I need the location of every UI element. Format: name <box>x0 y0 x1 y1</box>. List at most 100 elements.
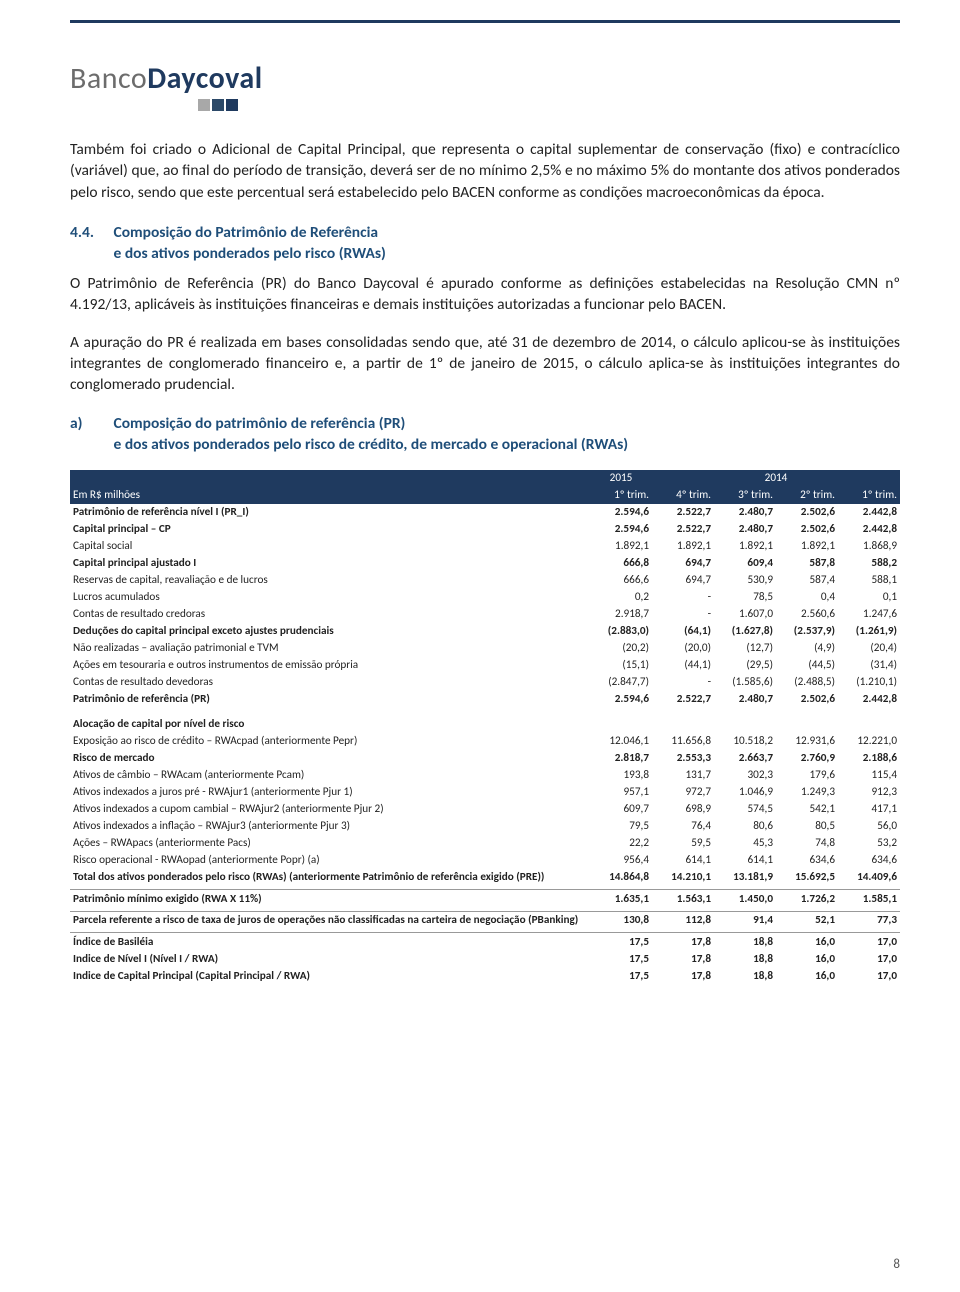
table-row: Capital principal ajustado I666,8694,760… <box>70 555 900 572</box>
cell-value: 80,5 <box>776 818 838 835</box>
cell-value: 2.760,9 <box>776 750 838 767</box>
table-unit: Em R$ milhões <box>70 487 590 504</box>
cell-value: 18,8 <box>714 967 776 984</box>
cell-value: (44,1) <box>652 657 714 674</box>
table-row: Parcela referente a risco de taxa de jur… <box>70 911 900 929</box>
cell-value: 12.046,1 <box>590 733 652 750</box>
cell-value <box>652 716 714 733</box>
row-label: Contas de resultado credoras <box>70 606 590 623</box>
cell-value: 2.560,6 <box>776 606 838 623</box>
cell-value: 52,1 <box>776 911 838 929</box>
cell-value: 2.480,7 <box>714 521 776 538</box>
table-row: Ativos indexados a inflação – RWAjur3 (a… <box>70 818 900 835</box>
subsection-title-l1: Composição do patrimônio de referência (… <box>114 414 406 433</box>
cell-value: 45,3 <box>714 835 776 852</box>
page-number: 8 <box>893 1257 900 1272</box>
cell-value: 0,1 <box>838 589 900 606</box>
cell-value: 614,1 <box>714 852 776 869</box>
table-row: Alocação de capital por nível de risco <box>70 716 900 733</box>
cell-value: 2.918,7 <box>590 606 652 623</box>
cell-value: 2.553,3 <box>652 750 714 767</box>
cell-value: (2.488,5) <box>776 674 838 691</box>
table-row: Exposição ao risco de crédito – RWAcpad … <box>70 733 900 750</box>
cell-value: 17,8 <box>652 950 714 967</box>
cell-value: 2.594,6 <box>590 521 652 538</box>
row-label: Capital principal ajustado I <box>70 555 590 572</box>
cell-value: 1.635,1 <box>590 890 652 908</box>
table-row: Não realizadas – avaliação patrimonial e… <box>70 640 900 657</box>
cell-value: 17,5 <box>590 967 652 984</box>
cell-value: 53,2 <box>838 835 900 852</box>
cell-value: (29,5) <box>714 657 776 674</box>
cell-value: 74,8 <box>776 835 838 852</box>
cell-value: (2.883,0) <box>590 623 652 640</box>
cell-value: 17,0 <box>838 933 900 951</box>
logo-squares <box>198 99 900 111</box>
row-label: Lucros acumulados <box>70 589 590 606</box>
section-title: Composição do Patrimônio de Referência e… <box>114 223 900 265</box>
table-row: Ativos indexados a cupom cambial – RWAju… <box>70 801 900 818</box>
cell-value: 530,9 <box>714 572 776 589</box>
row-label: Capital social <box>70 538 590 555</box>
square-icon <box>212 99 224 111</box>
section-title-l1: Composição do Patrimônio de Referência <box>114 223 379 242</box>
col-header: 1º trim. <box>838 487 900 504</box>
cell-value: 2.594,6 <box>590 504 652 521</box>
cell-value: 16,0 <box>776 933 838 951</box>
row-label: Reservas de capital, reavaliação e de lu… <box>70 572 590 589</box>
table-row: Risco de mercado2.818,72.553,32.663,72.7… <box>70 750 900 767</box>
cell-value: 14.864,8 <box>590 869 652 886</box>
cell-value: 1.892,1 <box>776 538 838 555</box>
row-label: Ações em tesouraria e outros instrumento… <box>70 657 590 674</box>
cell-value: 12.931,6 <box>776 733 838 750</box>
paragraph-3: A apuração do PR é realizada em bases co… <box>70 332 900 396</box>
cell-value <box>714 716 776 733</box>
col-header: 1º trim. <box>590 487 652 504</box>
cell-value: 542,1 <box>776 801 838 818</box>
cell-value: 2.502,6 <box>776 521 838 538</box>
subsection-label: a) <box>70 414 110 435</box>
cell-value: 76,4 <box>652 818 714 835</box>
square-icon <box>198 99 210 111</box>
cell-value: (44,5) <box>776 657 838 674</box>
cell-value: 16,0 <box>776 967 838 984</box>
cell-value: 1.726,2 <box>776 890 838 908</box>
subsection-title-l2: e dos ativos ponderados pelo risco de cr… <box>114 435 629 454</box>
table-row: Ações – RWApacs (anteriormente Pacs)22,2… <box>70 835 900 852</box>
cell-value: 2.818,7 <box>590 750 652 767</box>
table-row: Contas de resultado credoras2.918,7-1.60… <box>70 606 900 623</box>
cell-value: 18,8 <box>714 950 776 967</box>
row-label: Patrimônio de referência nível I (PR_I) <box>70 504 590 521</box>
cell-value: 614,1 <box>652 852 714 869</box>
cell-value: 912,3 <box>838 784 900 801</box>
cell-value: 417,1 <box>838 801 900 818</box>
cell-value: 2.663,7 <box>714 750 776 767</box>
cell-value: 13.181,9 <box>714 869 776 886</box>
cell-value: 18,8 <box>714 933 776 951</box>
cell-value: 193,8 <box>590 767 652 784</box>
cell-value: (4,9) <box>776 640 838 657</box>
cell-value: 17,5 <box>590 950 652 967</box>
document-page: BancoDaycoval Também foi criado o Adicio… <box>0 0 960 1292</box>
cell-value: 17,0 <box>838 950 900 967</box>
cell-value: 22,2 <box>590 835 652 852</box>
cell-value: 2.480,7 <box>714 504 776 521</box>
cell-value: (20,2) <box>590 640 652 657</box>
cell-value: (64,1) <box>652 623 714 640</box>
cell-value: 77,3 <box>838 911 900 929</box>
cell-value: 1.450,0 <box>714 890 776 908</box>
cell-value: 16,0 <box>776 950 838 967</box>
logo-part2: Daycoval <box>147 60 262 97</box>
col-header: 2º trim. <box>776 487 838 504</box>
cell-value: 1.563,1 <box>652 890 714 908</box>
cell-value: 79,5 <box>590 818 652 835</box>
cell-value: (20,0) <box>652 640 714 657</box>
cell-value: 115,4 <box>838 767 900 784</box>
row-label: Alocação de capital por nível de risco <box>70 716 590 733</box>
cell-value: 1.585,1 <box>838 890 900 908</box>
cell-value: 956,4 <box>590 852 652 869</box>
year-2015: 2015 <box>590 470 652 487</box>
cell-value: 131,7 <box>652 767 714 784</box>
cell-value: 0,4 <box>776 589 838 606</box>
cell-value: 14.409,6 <box>838 869 900 886</box>
